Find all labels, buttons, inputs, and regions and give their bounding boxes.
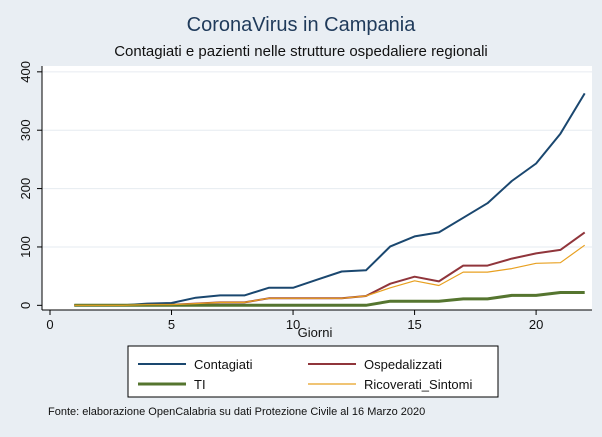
legend-label-ti: TI	[194, 377, 206, 392]
x-tick-label-15: 15	[407, 317, 421, 332]
legend-label-ricoverati-sintomi: Ricoverati_Sintomi	[364, 377, 472, 392]
series-line-ricoverati-sintomi	[74, 244, 586, 306]
y-tick-label-400: 400	[18, 61, 33, 83]
x-tick-label-10: 10	[286, 317, 300, 332]
legend-label-ospedalizzati: Ospedalizzati	[364, 357, 442, 372]
x-tick-label-20: 20	[529, 317, 543, 332]
x-tick-label-5: 5	[168, 317, 175, 332]
chart-title: CoronaVirus in Campania	[187, 14, 417, 36]
y-tick-label-200: 200	[18, 178, 33, 200]
y-tick-label-100: 100	[18, 236, 33, 258]
source-note: Fonte: elaborazione OpenCalabria su dati…	[48, 406, 425, 418]
y-tick-label-0: 0	[18, 302, 33, 309]
plot-region	[42, 66, 592, 310]
chart-subtitle: Contagiati e pazienti nelle strutture os…	[114, 43, 488, 60]
legend	[127, 345, 499, 398]
x-tick-label-0: 0	[46, 317, 53, 332]
legend-label-contagiati: Contagiati	[194, 357, 253, 372]
series-line-contagiati	[74, 92, 586, 307]
x-axis-label: Giorni	[298, 325, 333, 340]
y-tick-label-300: 300	[18, 119, 33, 141]
